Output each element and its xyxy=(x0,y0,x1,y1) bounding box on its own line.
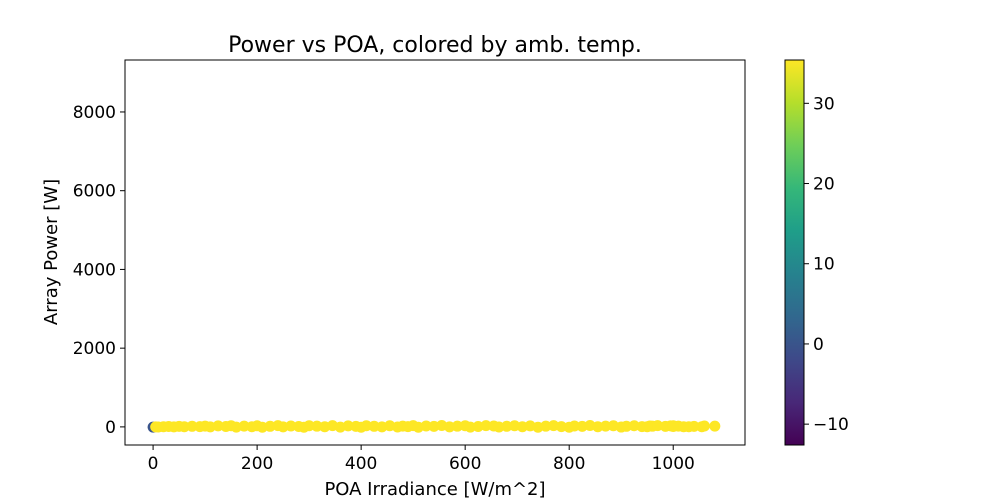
colorbar-tick-label: 0 xyxy=(813,335,824,355)
data-point xyxy=(600,420,612,432)
scatter-points xyxy=(147,420,721,433)
x-tick-label: 400 xyxy=(345,454,377,474)
x-axis: 0 200 400 600 800 1000 xyxy=(148,445,695,474)
colorbar-tick-label: 10 xyxy=(813,255,835,275)
y-tick-label: 4000 xyxy=(73,260,116,280)
chart-title: Power vs POA, colored by amb. temp. xyxy=(228,33,642,58)
x-tick-label: 0 xyxy=(148,454,159,474)
y-tick-label: 2000 xyxy=(73,339,116,359)
data-point xyxy=(368,420,380,432)
x-tick-label: 1000 xyxy=(652,454,695,474)
y-axis-label: Array Power [W] xyxy=(41,179,62,325)
y-tick-label: 0 xyxy=(105,418,116,438)
colorbar-tick-label: −10 xyxy=(813,415,849,435)
plot-frame xyxy=(124,59,746,446)
data-point xyxy=(178,421,190,433)
data-point xyxy=(709,420,721,432)
x-axis-label: POA Irradiance [W/m^2] xyxy=(324,479,545,500)
data-point xyxy=(285,420,297,432)
colorbar-frame xyxy=(784,59,805,446)
data-point xyxy=(451,420,463,432)
colorbar-tick-label: 20 xyxy=(813,175,835,195)
y-axis: 0 2000 4000 6000 8000 xyxy=(73,103,125,438)
data-point xyxy=(688,420,700,432)
data-point xyxy=(186,420,198,432)
y-tick-label: 6000 xyxy=(73,182,116,202)
data-point xyxy=(480,420,492,432)
colorbar xyxy=(785,60,804,445)
data-point xyxy=(303,420,315,432)
data-point xyxy=(698,420,710,432)
colorbar-axis: −10 0 10 20 30 xyxy=(804,94,849,435)
colorbar-tick-label: 30 xyxy=(813,94,835,114)
data-point xyxy=(342,420,354,432)
x-tick-label: 200 xyxy=(241,454,273,474)
y-tick-label: 8000 xyxy=(73,103,116,123)
data-point xyxy=(540,420,552,432)
x-tick-label: 600 xyxy=(449,454,481,474)
x-tick-label: 800 xyxy=(553,454,585,474)
data-point xyxy=(311,420,323,432)
data-point xyxy=(568,420,580,432)
data-point xyxy=(420,420,432,432)
